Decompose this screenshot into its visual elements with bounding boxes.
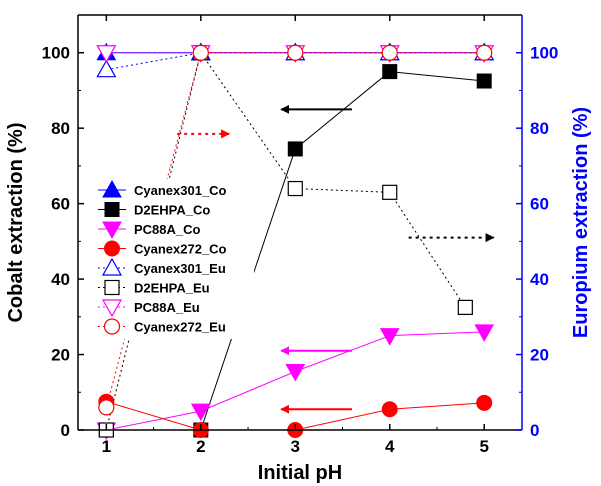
legend-label-Cyanex272_Co: Cyanex272_Co [134,242,227,257]
y-right-tick-label-20: 20 [530,346,549,365]
legend-marker-D2EHPA_Co [104,202,120,217]
data-point-Cyanex272_Eu-3 [381,44,398,61]
y-left-tick-label-60: 60 [51,195,70,214]
data-point-Cyanex272_Co-3 [381,401,398,418]
legend-label-PC88A_Co: PC88A_Co [134,222,201,237]
data-point-D2EHPA_Co-4 [476,73,492,89]
y-right-tick-label-100: 100 [530,44,558,63]
data-point-D2EHPA_Co-2 [287,141,303,157]
x-tick-label-3: 3 [291,437,300,456]
y-left-tick-label-20: 20 [51,346,70,365]
legend-marker-PC88A_Co [102,221,122,240]
legend-label-Cyanex301_Co: Cyanex301_Co [134,183,227,198]
x-tick-label-5: 5 [479,437,488,456]
data-point-PC88A_Co-1 [190,403,211,422]
legend-marker-Cyanex272_Eu [103,318,121,335]
x-tick-label-2: 2 [196,437,205,456]
legend-label-Cyanex272_Eu: Cyanex272_Eu [134,320,226,335]
y-left-tick-label-0: 0 [61,421,70,440]
legend-label-D2EHPA_Co: D2EHPA_Co [134,203,210,218]
legend-marker-Cyanex272_Co [104,240,120,257]
data-point-PC88A_Eu-0 [96,45,117,63]
legend-marker-PC88A_Eu [101,299,123,318]
x-axis-title: Initial pH [258,462,342,484]
legend-label-Cyanex301_Eu: Cyanex301_Eu [134,261,226,276]
data-point-D2EHPA_Co-3 [382,64,398,80]
x-tick-label-4: 4 [385,437,395,456]
annotations-layer [177,104,495,414]
y-right-tick-label-0: 0 [530,421,539,440]
y-right-tick-label-40: 40 [530,270,549,289]
data-point-PC88A_Co-4 [474,324,495,342]
legend-marker-Cyanex301_Eu [101,257,123,276]
y-left-tick-label-80: 80 [51,119,70,138]
y-left-tick-label-100: 100 [42,44,70,63]
data-point-Cyanex272_Eu-0 [98,399,115,416]
data-point-Cyanex272_Eu-4 [476,44,493,61]
legend-background [94,179,254,339]
legend-marker-Cyanex301_Co [102,179,122,198]
data-point-D2EHPA_Eu-4 [457,299,473,315]
x-tick-label-1: 1 [102,437,111,456]
y-right-tick-label-80: 80 [530,119,549,138]
data-point-PC88A_Co-3 [379,328,400,346]
y-left-tick-label-40: 40 [51,270,70,289]
y-axis-right-title: Europium extraction (%) [570,107,592,338]
data-point-Cyanex272_Co-4 [476,394,493,411]
y-axis-left-title: Cobalt extraction (%) [5,122,27,322]
data-point-Cyanex272_Eu-1 [192,44,209,61]
data-point-D2EHPA_Eu-2 [287,180,303,197]
data-point-Cyanex301_Eu-0 [96,59,117,78]
data-point-Cyanex272_Eu-2 [287,44,304,61]
legend: Cyanex301_Co D2EHPA_Co PC88A_Co Cyanex272_C… [94,179,254,339]
legend-label-D2EHPA_Eu: D2EHPA_Eu [134,281,210,296]
legend-label-PC88A_Eu: PC88A_Eu [134,300,200,315]
data-point-PC88A_Co-2 [285,364,306,382]
y-right-tick-label-60: 60 [530,195,549,214]
data-point-D2EHPA_Eu-3 [382,184,398,200]
legend-marker-D2EHPA_Eu [104,279,120,296]
axes-layer: 1 2 3 4 5 0 20 40 60 80 100 0 20 40 60 80 100 [42,14,558,456]
